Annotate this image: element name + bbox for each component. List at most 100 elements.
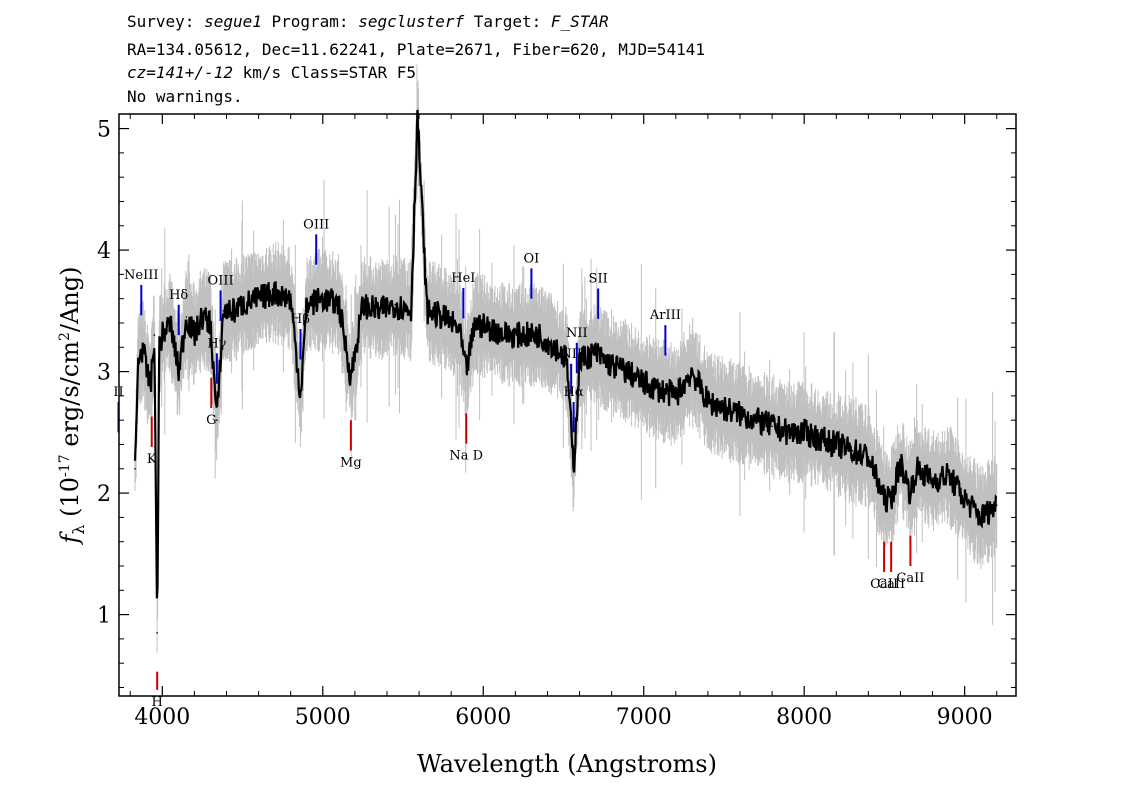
flux-data-point — [177, 370, 180, 373]
emission-line-label: Hβ — [291, 312, 310, 327]
flux-data-point — [193, 334, 196, 336]
absorption-line-label: G — [206, 413, 216, 428]
flux-data-point — [565, 358, 568, 361]
class-value: km/s Class=STAR F5 — [232, 63, 416, 82]
flux-data-point — [707, 401, 709, 403]
flux-data-point — [150, 382, 152, 385]
flux-data-point — [675, 395, 677, 397]
emission-line-label: Hα — [564, 385, 584, 400]
flux-data-point — [222, 310, 225, 312]
flux-data-point — [915, 468, 918, 470]
emission-line-label: Hγ — [207, 336, 226, 351]
absorption-line-label: Mg — [340, 456, 362, 471]
x-tick-label: 9000 — [937, 705, 993, 730]
flux-data-point — [554, 346, 557, 349]
flux-data-point — [134, 468, 136, 470]
flux-data-point — [338, 304, 340, 306]
flux-data-point — [350, 376, 352, 379]
y-tick-label: 3 — [97, 361, 111, 386]
flux-data-point — [241, 304, 244, 306]
flux-data-point — [835, 443, 838, 446]
x-tick-label: 6000 — [455, 705, 511, 730]
absorption-line-label: CaII — [896, 571, 924, 586]
flux-data-point — [416, 115, 419, 118]
x-tick-label: 7000 — [616, 705, 672, 730]
flux-data-point — [691, 370, 693, 373]
x-tick-label: 4000 — [134, 705, 190, 730]
flux-data-point — [378, 310, 380, 312]
flux-data-point — [803, 431, 805, 434]
flux-data-point — [819, 437, 821, 440]
flux-data-point — [890, 498, 892, 501]
flux-data-point — [787, 431, 789, 434]
flux-data-point — [305, 304, 308, 306]
flux-data-point — [755, 419, 757, 422]
flux-data-point — [899, 461, 902, 464]
flux-data-point — [979, 516, 982, 519]
absorption-line-label: Na D — [449, 449, 483, 464]
emission-line-label: NII — [560, 347, 582, 362]
flux-data-point — [909, 492, 912, 494]
x-tick-label: 5000 — [295, 705, 351, 730]
emission-line-label: OIII — [303, 217, 329, 232]
flux-data-point — [145, 370, 148, 373]
flux-data-point — [578, 358, 581, 361]
emission-line-label: OIII — [208, 273, 234, 288]
header-line-1: Survey: segue1 Program: segclusterf Targ… — [127, 12, 609, 32]
flux-data-point — [883, 498, 885, 501]
emission-line-label: ArIII — [649, 308, 681, 323]
flux-data-point — [233, 310, 236, 312]
survey-label: Survey: — [127, 12, 205, 31]
emission-line-label: SII — [589, 271, 608, 286]
flux-data-point — [158, 346, 160, 349]
target-label: Target: — [464, 12, 551, 31]
absorption-line-label: CaII — [877, 577, 905, 592]
flux-data-point — [626, 370, 629, 373]
flux-data-point — [963, 498, 966, 501]
flux-data-point — [289, 297, 292, 300]
absorption-line-label: K — [147, 452, 157, 467]
flux-data-point — [474, 322, 477, 324]
flux-data-point — [201, 316, 204, 318]
program-label: Program: — [261, 12, 359, 31]
flux-data-point — [362, 304, 364, 306]
y-tick-label: 5 — [97, 118, 111, 143]
absorption-line-label: CaII — [870, 577, 898, 592]
x-tick-label: 8000 — [776, 705, 832, 730]
header-line-2: RA=134.05612, Dec=11.62241, Plate=2671, … — [127, 40, 705, 59]
y-tick-label: 1 — [97, 604, 111, 629]
flux-data-point — [506, 334, 509, 336]
flux-data-point — [209, 322, 212, 324]
flux-data-point — [465, 370, 467, 373]
flux-data-point — [594, 352, 597, 355]
plot-frame — [118, 113, 1017, 697]
absorption-line-label: H — [152, 695, 163, 710]
flux-data-point — [442, 316, 444, 318]
flux-data-point — [538, 334, 541, 336]
flux-data-point — [947, 474, 950, 476]
flux-data-point — [522, 334, 525, 336]
program-value: segclusterf — [358, 12, 465, 31]
redshift-value: cz=141+/-12 — [127, 63, 233, 82]
flux-data-point — [322, 297, 324, 300]
emission-line-label: NII — [566, 326, 588, 341]
flux-data-point — [867, 455, 870, 458]
flux-data-point — [426, 310, 428, 312]
flux-data-point — [659, 389, 661, 391]
flux-data-point — [161, 334, 164, 336]
flux-data-point — [723, 407, 725, 409]
y-tick-label: 2 — [97, 482, 111, 507]
flux-data-point — [610, 364, 613, 367]
y-tick-label: 4 — [97, 239, 111, 264]
flux-data-point — [299, 395, 302, 397]
y-axis-label: fλ (10-17 erg/s/cm2/Ang) — [56, 267, 88, 546]
header-line-4: No warnings. — [127, 87, 243, 106]
flux-data-point — [185, 316, 188, 318]
emission-line-label: HeI — [451, 271, 475, 286]
flux-data-point — [995, 504, 998, 507]
flux-data-point — [153, 334, 156, 336]
flux-data-point — [142, 346, 144, 349]
emission-line-label: NeIII — [124, 268, 158, 283]
flux-data-point — [642, 382, 645, 385]
